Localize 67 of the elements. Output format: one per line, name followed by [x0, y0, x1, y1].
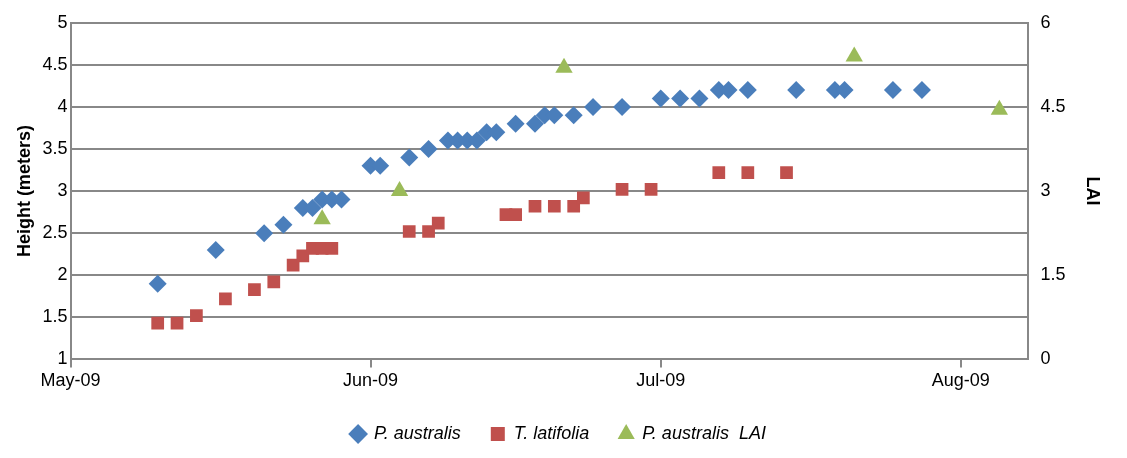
point	[248, 283, 261, 296]
point	[577, 191, 590, 205]
point	[547, 199, 561, 213]
point	[712, 166, 726, 179]
point	[206, 241, 225, 260]
point	[738, 81, 757, 100]
point	[528, 199, 542, 213]
y2-tick-label: 0	[1040, 348, 1051, 369]
point	[325, 241, 339, 255]
point	[509, 208, 522, 222]
point	[255, 224, 274, 243]
x-tick-label: Aug-09	[931, 370, 990, 391]
point	[267, 275, 281, 289]
y-tick-label: 3	[57, 180, 68, 201]
y2-axis-title: LAI	[1083, 176, 1104, 206]
x-tick-label: Jun-09	[343, 370, 399, 391]
point	[170, 316, 184, 330]
x-tick-label: May-09	[40, 370, 101, 391]
point	[912, 81, 931, 100]
point	[883, 81, 902, 100]
y2-tick-label: 3	[1040, 180, 1051, 201]
y-tick-label: 4.5	[42, 53, 68, 74]
legend-label: P. australis	[374, 423, 461, 443]
point	[419, 140, 438, 159]
point	[787, 81, 806, 100]
point	[151, 316, 165, 330]
point	[402, 225, 416, 238]
point	[564, 106, 583, 125]
legend-label: T. latifolia	[513, 423, 590, 443]
point	[506, 114, 525, 133]
point	[845, 46, 863, 62]
y-tick-label: 2.5	[42, 222, 68, 243]
point	[615, 183, 629, 196]
point	[286, 258, 300, 272]
point	[780, 166, 793, 179]
point	[651, 89, 670, 108]
y-tick-label: 1.5	[42, 306, 68, 327]
point	[525, 114, 544, 133]
y2-tick-label: 4.5	[1040, 95, 1066, 116]
point	[567, 199, 581, 213]
y-axis-title: Height (meters)	[13, 125, 34, 258]
point	[741, 166, 755, 179]
point	[219, 292, 232, 306]
point	[644, 183, 658, 196]
point	[400, 148, 419, 167]
point	[555, 57, 573, 73]
point	[584, 97, 603, 116]
point	[431, 216, 445, 230]
y-tick-label: 3.5	[42, 137, 68, 158]
point	[390, 181, 409, 197]
legend-label: P. australis LAI	[642, 423, 766, 443]
y-tick-label: 1	[57, 348, 68, 369]
point	[613, 97, 632, 116]
y-tick-label: 5	[57, 11, 68, 32]
y-tick-label: 4	[57, 95, 68, 116]
point	[690, 89, 709, 108]
y2-tick-label: 1.5	[1040, 264, 1066, 285]
x-tick-label: Jul-09	[636, 370, 686, 391]
y2-tick-label: 6	[1040, 11, 1051, 32]
point	[422, 225, 435, 238]
y-tick-label: 2	[57, 264, 68, 285]
point	[671, 89, 690, 108]
point	[148, 274, 167, 293]
point	[313, 209, 331, 225]
point	[190, 309, 203, 323]
point	[990, 99, 1009, 115]
point	[274, 215, 293, 234]
